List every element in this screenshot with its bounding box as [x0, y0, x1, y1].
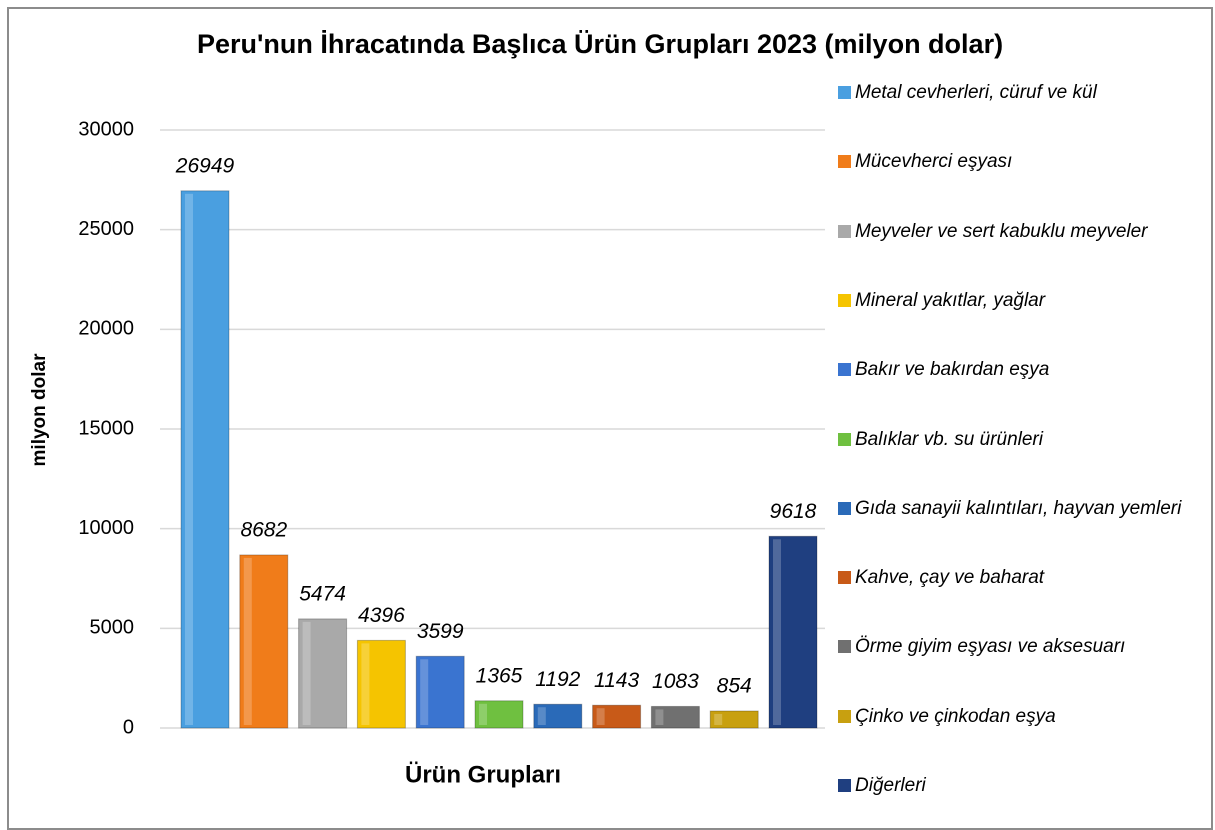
data-label: 1365	[476, 664, 523, 687]
bar-highlight	[479, 703, 487, 725]
legend-label: Bakır ve bakırdan eşya	[855, 359, 1050, 381]
bar-highlight	[302, 621, 311, 725]
bar-highlight	[596, 708, 605, 725]
legend-entry: Çinko ve çinkodan eşya	[838, 705, 1208, 729]
bar-highlight	[361, 643, 370, 725]
bar	[239, 554, 289, 729]
legend-entry: Meyveler ve sert kabuklu meyveler	[838, 220, 1208, 244]
legend-label: Kahve, çay ve baharat	[855, 567, 1045, 589]
legend-swatch	[838, 155, 851, 169]
bar	[474, 700, 524, 729]
legend-entry: Gıda sanayii kalıntıları, hayvan yemleri	[838, 497, 1208, 521]
y-tick-label: 20000	[78, 318, 134, 340]
data-label: 1083	[652, 670, 699, 693]
legend-swatch	[838, 86, 851, 99]
bar-highlight	[185, 193, 193, 726]
legend-label: Mücevherci eşyası	[855, 151, 1013, 173]
legend-swatch	[838, 501, 851, 515]
bar	[356, 639, 406, 729]
legend-entry: Mücevherci eşyası	[838, 150, 1208, 174]
data-label: 4396	[358, 604, 405, 627]
chart-border	[7, 7, 1213, 830]
legend-swatch	[838, 571, 851, 585]
y-tick-label: 10000	[78, 517, 134, 539]
bar	[533, 703, 583, 729]
legend-entry: Kahve, çay ve baharat	[838, 566, 1208, 590]
legend-swatch	[838, 432, 851, 446]
y-tick-label: 0	[123, 716, 134, 738]
chart-title: Peru'nun İhracatında Başlıca Ürün Grupla…	[197, 29, 1003, 59]
legend-entry: Örme giyim eşyası ve aksesuarı	[838, 635, 1208, 659]
bar	[415, 655, 465, 729]
legend-label: Balıklar vb. su ürünleri	[855, 428, 1043, 450]
bar	[592, 704, 642, 729]
legend-label: Mineral yakıtlar, yağlar	[855, 289, 1046, 311]
legend-entry: Diğerleri	[838, 774, 1208, 798]
legend-swatch	[838, 363, 851, 377]
bar	[709, 710, 759, 729]
data-label: 8682	[240, 518, 287, 541]
bar-highlight	[773, 539, 781, 725]
legend-swatch	[838, 779, 851, 792]
bar	[298, 618, 348, 729]
legend-label: Diğerleri	[855, 775, 926, 796]
bar	[180, 190, 230, 729]
data-label: 3599	[417, 620, 464, 643]
bar	[768, 535, 818, 729]
y-tick-label: 5000	[90, 617, 135, 639]
data-label: 9618	[770, 500, 817, 523]
data-label: 1192	[535, 668, 580, 691]
legend-label: Metal cevherleri, cüruf ve kül	[855, 82, 1097, 103]
y-tick-label: 25000	[78, 218, 134, 240]
legend-label: Örme giyim eşyası ve aksesuarı	[855, 636, 1126, 658]
bar-highlight	[714, 713, 723, 725]
y-axis-label: milyon dolar	[29, 353, 50, 467]
legend-label: Meyveler ve sert kabuklu meyveler	[855, 220, 1148, 242]
data-label: 26949	[175, 154, 235, 177]
legend-swatch	[838, 709, 851, 723]
legend-swatch	[838, 640, 851, 654]
legend-label: Gıda sanayii kalıntıları, hayvan yemleri	[855, 497, 1182, 519]
bar-highlight	[537, 707, 546, 725]
legend-entry: Metal cevherleri, cüruf ve kül	[838, 81, 1208, 105]
legend-entry: Mineral yakıtlar, yağlar	[838, 289, 1208, 313]
legend-swatch	[838, 224, 851, 238]
y-tick-label: 15000	[78, 417, 134, 439]
legend-swatch	[838, 293, 851, 307]
x-axis-label: Ürün Grupları	[405, 761, 561, 788]
bar-highlight	[655, 709, 664, 725]
legend-entry: Balıklar vb. su ürünleri	[838, 428, 1208, 452]
y-tick-label: 30000	[78, 118, 134, 140]
data-label: 5474	[299, 582, 346, 605]
bar-highlight	[420, 659, 429, 725]
data-label: 1143	[594, 669, 639, 692]
legend-entry: Bakır ve bakırdan eşya	[838, 358, 1208, 382]
bar	[650, 705, 700, 729]
data-label: 854	[717, 675, 752, 698]
legend-label: Çinko ve çinkodan eşya	[855, 705, 1056, 727]
bar-highlight	[243, 557, 252, 725]
